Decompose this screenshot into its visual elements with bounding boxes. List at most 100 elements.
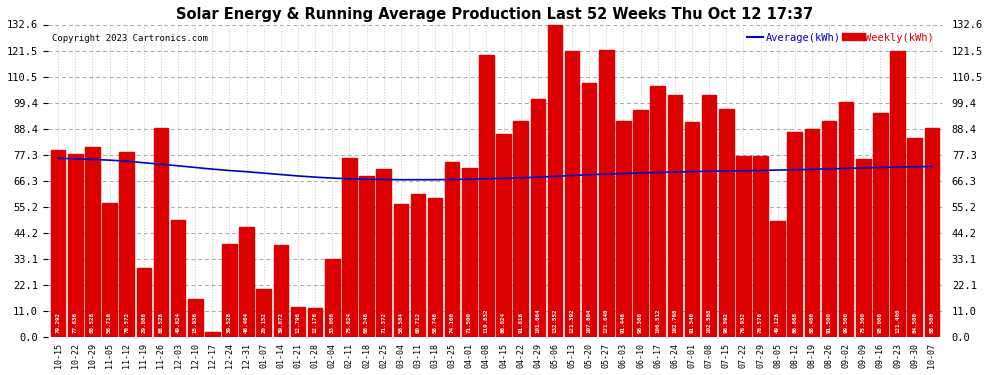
Bar: [856, 159, 870, 337]
Bar: [256, 290, 271, 337]
Bar: [582, 83, 597, 337]
Text: 86.868: 86.868: [792, 312, 797, 333]
Text: 60.712: 60.712: [416, 312, 421, 333]
Bar: [805, 129, 819, 337]
Bar: [650, 86, 665, 337]
Bar: [376, 169, 391, 337]
Text: 91.500: 91.500: [827, 312, 832, 333]
Text: 95.000: 95.000: [878, 312, 883, 333]
Text: 102.768: 102.768: [672, 309, 677, 333]
Bar: [822, 121, 837, 337]
Bar: [547, 25, 562, 337]
Bar: [102, 203, 117, 337]
Bar: [291, 307, 305, 337]
Bar: [514, 120, 528, 337]
Text: 99.500: 99.500: [843, 312, 848, 333]
Text: 91.816: 91.816: [518, 312, 523, 333]
Bar: [908, 138, 922, 337]
Bar: [753, 156, 768, 337]
Text: 20.152: 20.152: [261, 312, 266, 333]
Text: 58.748: 58.748: [433, 312, 438, 333]
Text: 56.584: 56.584: [398, 312, 403, 333]
Text: 15.936: 15.936: [193, 312, 198, 333]
Text: 49.128: 49.128: [775, 312, 780, 333]
Text: 91.340: 91.340: [689, 312, 695, 333]
Text: 91.448: 91.448: [621, 312, 626, 333]
Bar: [787, 132, 802, 337]
Text: 76.576: 76.576: [758, 312, 763, 333]
Text: 12.796: 12.796: [295, 312, 301, 333]
Bar: [359, 176, 374, 337]
Text: 119.832: 119.832: [484, 309, 489, 333]
Bar: [273, 245, 288, 337]
Text: 88.500: 88.500: [930, 312, 935, 333]
Bar: [719, 109, 734, 337]
Bar: [411, 194, 425, 337]
Bar: [890, 51, 905, 337]
Bar: [873, 113, 888, 337]
Text: 88.528: 88.528: [158, 312, 163, 333]
Bar: [599, 50, 614, 337]
Text: 80.528: 80.528: [90, 312, 95, 333]
Bar: [50, 150, 65, 337]
Bar: [496, 134, 511, 337]
Text: 88.400: 88.400: [810, 312, 815, 333]
Text: 68.248: 68.248: [364, 312, 369, 333]
Bar: [205, 332, 220, 337]
Text: 107.804: 107.804: [587, 309, 592, 333]
Bar: [171, 220, 185, 337]
Bar: [616, 122, 631, 337]
Text: 101.064: 101.064: [536, 309, 541, 333]
Bar: [634, 110, 647, 337]
Bar: [393, 204, 408, 337]
Bar: [68, 154, 82, 337]
Text: 33.008: 33.008: [330, 312, 335, 333]
Text: 71.372: 71.372: [381, 312, 386, 333]
Text: 96.360: 96.360: [639, 312, 644, 333]
Text: Copyright 2023 Cartronics.com: Copyright 2023 Cartronics.com: [52, 34, 208, 43]
Bar: [770, 221, 785, 337]
Text: 121.400: 121.400: [895, 309, 900, 333]
Text: 79.292: 79.292: [55, 312, 60, 333]
Text: 75.824: 75.824: [346, 312, 351, 333]
Bar: [343, 158, 356, 337]
Bar: [137, 268, 151, 337]
Text: 102.568: 102.568: [707, 309, 712, 333]
Title: Solar Energy & Running Average Production Last 52 Weeks Thu Oct 12 17:37: Solar Energy & Running Average Productio…: [176, 7, 814, 22]
Text: 86.024: 86.024: [501, 312, 506, 333]
Bar: [565, 51, 579, 337]
Bar: [222, 244, 237, 337]
Bar: [445, 162, 459, 337]
Text: 39.528: 39.528: [227, 312, 232, 333]
Text: 46.464: 46.464: [245, 312, 249, 333]
Text: 77.636: 77.636: [73, 312, 78, 333]
Text: 75.300: 75.300: [860, 312, 866, 333]
Bar: [685, 122, 699, 337]
Bar: [85, 147, 100, 337]
Bar: [667, 95, 682, 337]
Bar: [479, 55, 494, 337]
Text: 39.072: 39.072: [278, 312, 283, 333]
Text: 121.640: 121.640: [604, 309, 609, 333]
Bar: [120, 152, 134, 337]
Text: 12.176: 12.176: [313, 312, 318, 333]
Text: 78.572: 78.572: [124, 312, 130, 333]
Bar: [153, 128, 168, 337]
Bar: [737, 156, 750, 337]
Text: 96.892: 96.892: [724, 312, 729, 333]
Text: 84.500: 84.500: [912, 312, 917, 333]
Bar: [702, 95, 717, 337]
Bar: [925, 128, 940, 337]
Bar: [325, 259, 340, 337]
Bar: [428, 198, 443, 337]
Bar: [839, 102, 853, 337]
Bar: [531, 99, 545, 337]
Text: 74.100: 74.100: [449, 312, 454, 333]
Bar: [188, 299, 203, 337]
Text: 106.512: 106.512: [655, 309, 660, 333]
Bar: [240, 227, 253, 337]
Text: 56.716: 56.716: [107, 312, 112, 333]
Text: 132.552: 132.552: [552, 309, 557, 333]
Text: 121.392: 121.392: [569, 309, 574, 333]
Text: 71.500: 71.500: [467, 312, 472, 333]
